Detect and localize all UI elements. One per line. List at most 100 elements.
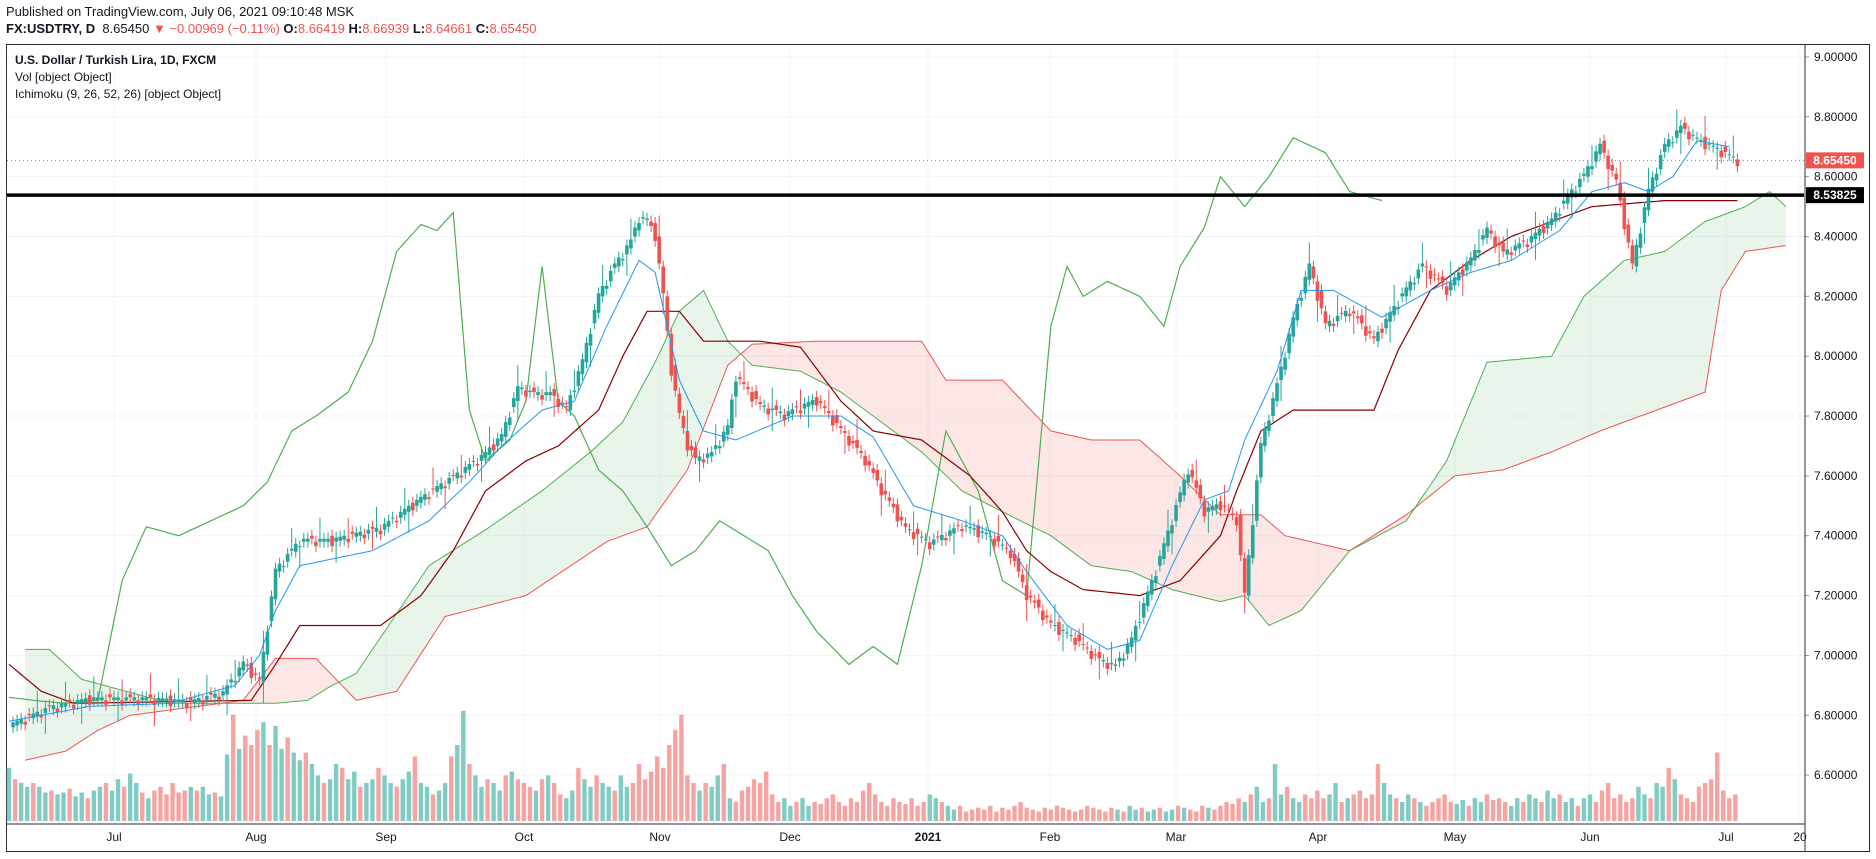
x-tick-label: Feb bbox=[1040, 830, 1061, 844]
y-tick-label: 7.40000 bbox=[1814, 529, 1858, 543]
ichimoku-cloud-segment bbox=[804, 341, 809, 376]
volume-bar bbox=[170, 783, 175, 821]
volume-bar bbox=[1030, 809, 1035, 821]
candle-body bbox=[936, 536, 940, 538]
candle-body bbox=[1214, 504, 1219, 509]
candle-body bbox=[192, 699, 197, 704]
ichimoku-cloud-segment bbox=[707, 298, 712, 418]
ichimoku-cloud-segment bbox=[578, 458, 583, 561]
low-label: L: bbox=[412, 21, 426, 36]
ichimoku-cloud-segment bbox=[1277, 528, 1282, 622]
ichimoku-cloud-segment bbox=[37, 649, 42, 758]
ichimoku-cloud-segment bbox=[735, 349, 740, 359]
x-tick-label: Oct bbox=[515, 830, 534, 844]
candle-body bbox=[427, 497, 431, 499]
ichimoku-cloud-segment bbox=[905, 341, 910, 443]
ichimoku-cloud-segment bbox=[594, 444, 599, 550]
candle-body bbox=[1121, 658, 1126, 661]
volume-bar bbox=[679, 714, 684, 821]
candle-body bbox=[1662, 143, 1667, 152]
ichimoku-cloud-segment bbox=[1761, 194, 1766, 250]
ichimoku-cloud-segment bbox=[622, 414, 627, 536]
candle-body bbox=[1101, 659, 1106, 662]
volume-bar bbox=[406, 771, 412, 821]
candle-body bbox=[1509, 252, 1514, 255]
volume-bar bbox=[685, 775, 690, 821]
candle-body bbox=[1582, 173, 1586, 176]
ichimoku-cloud-segment bbox=[279, 658, 284, 703]
candle-body bbox=[221, 691, 225, 696]
x-tick-label: Apr bbox=[1309, 830, 1328, 844]
ichimoku-cloud-segment bbox=[1030, 409, 1035, 528]
candle-body bbox=[786, 411, 791, 417]
volume-bar bbox=[921, 802, 926, 821]
volume-bar bbox=[467, 764, 472, 821]
volume-bar bbox=[521, 783, 527, 821]
candle-body bbox=[1735, 159, 1740, 167]
candle-body bbox=[1109, 662, 1114, 665]
ichimoku-cloud-segment bbox=[1640, 255, 1645, 417]
candle-body bbox=[1335, 315, 1340, 322]
candle-body bbox=[863, 455, 867, 466]
ichimoku-cloud-segment bbox=[1499, 360, 1504, 471]
candle-body bbox=[1141, 603, 1146, 618]
ichimoku-cloud-segment bbox=[1701, 221, 1706, 394]
ichimoku-cloud-segment bbox=[1632, 257, 1637, 420]
candle-body bbox=[1674, 130, 1679, 138]
ichimoku-cloud-segment bbox=[647, 369, 652, 527]
ichimoku-cloud-segment bbox=[877, 341, 882, 423]
candle-body bbox=[394, 520, 399, 523]
volume-bar bbox=[721, 764, 726, 821]
candle-body bbox=[1250, 525, 1255, 559]
ichimoku-cloud-segment bbox=[1091, 439, 1096, 567]
volume-bar bbox=[594, 775, 599, 821]
volume-bar bbox=[461, 710, 466, 821]
ichimoku-cloud-segment bbox=[1507, 359, 1512, 469]
ichimoku-cloud-segment bbox=[1458, 421, 1463, 476]
ichimoku-cloud-segment bbox=[1062, 433, 1068, 548]
ichimoku-cloud-segment bbox=[881, 341, 886, 426]
candle-body bbox=[354, 532, 359, 537]
candle-body bbox=[709, 451, 714, 457]
candle-body bbox=[669, 333, 674, 376]
volume-bar bbox=[957, 805, 963, 821]
volume-bar bbox=[1036, 811, 1041, 821]
ichimoku-cloud-segment bbox=[1321, 544, 1326, 586]
ichimoku-cloud-segment bbox=[687, 300, 692, 470]
ichimoku-cloud-segment bbox=[1491, 361, 1496, 472]
candle-body bbox=[653, 223, 657, 241]
ichimoku-cloud-segment bbox=[1596, 281, 1601, 433]
candle-body bbox=[1695, 137, 1699, 139]
candle-body bbox=[378, 530, 383, 535]
ichimoku-cloud-segment bbox=[1608, 271, 1613, 429]
volume-bar bbox=[1218, 805, 1223, 821]
volume-bar bbox=[709, 786, 714, 821]
candle-body bbox=[839, 426, 843, 429]
ichimoku-cloud-segment bbox=[780, 342, 785, 370]
candle-body bbox=[261, 651, 266, 683]
candle-body bbox=[1186, 474, 1190, 483]
volume-bar bbox=[1339, 802, 1344, 821]
candle-body bbox=[1194, 480, 1199, 488]
volume-bar bbox=[661, 767, 666, 821]
candle-body bbox=[1069, 634, 1073, 636]
volume-bar bbox=[1060, 807, 1066, 821]
volume-bar bbox=[824, 798, 829, 821]
ichimoku-cloud-segment bbox=[101, 684, 106, 729]
candle-body bbox=[411, 502, 415, 511]
candle-body bbox=[148, 694, 153, 698]
ichimoku-cloud-segment bbox=[752, 344, 757, 366]
ichimoku-cloud-segment bbox=[586, 451, 591, 556]
candle-body bbox=[782, 414, 787, 421]
candle-body bbox=[822, 406, 827, 409]
volume-bar bbox=[109, 790, 115, 821]
candle-body bbox=[956, 525, 960, 527]
ichimoku-cloud-segment bbox=[388, 619, 393, 694]
volume-bar bbox=[836, 802, 842, 821]
candle-body bbox=[1638, 233, 1643, 248]
ichimoku-cloud-segment bbox=[1111, 439, 1116, 570]
volume-bar bbox=[1066, 809, 1072, 821]
chart-frame[interactable] bbox=[6, 44, 1870, 852]
volume-bar bbox=[727, 798, 733, 821]
